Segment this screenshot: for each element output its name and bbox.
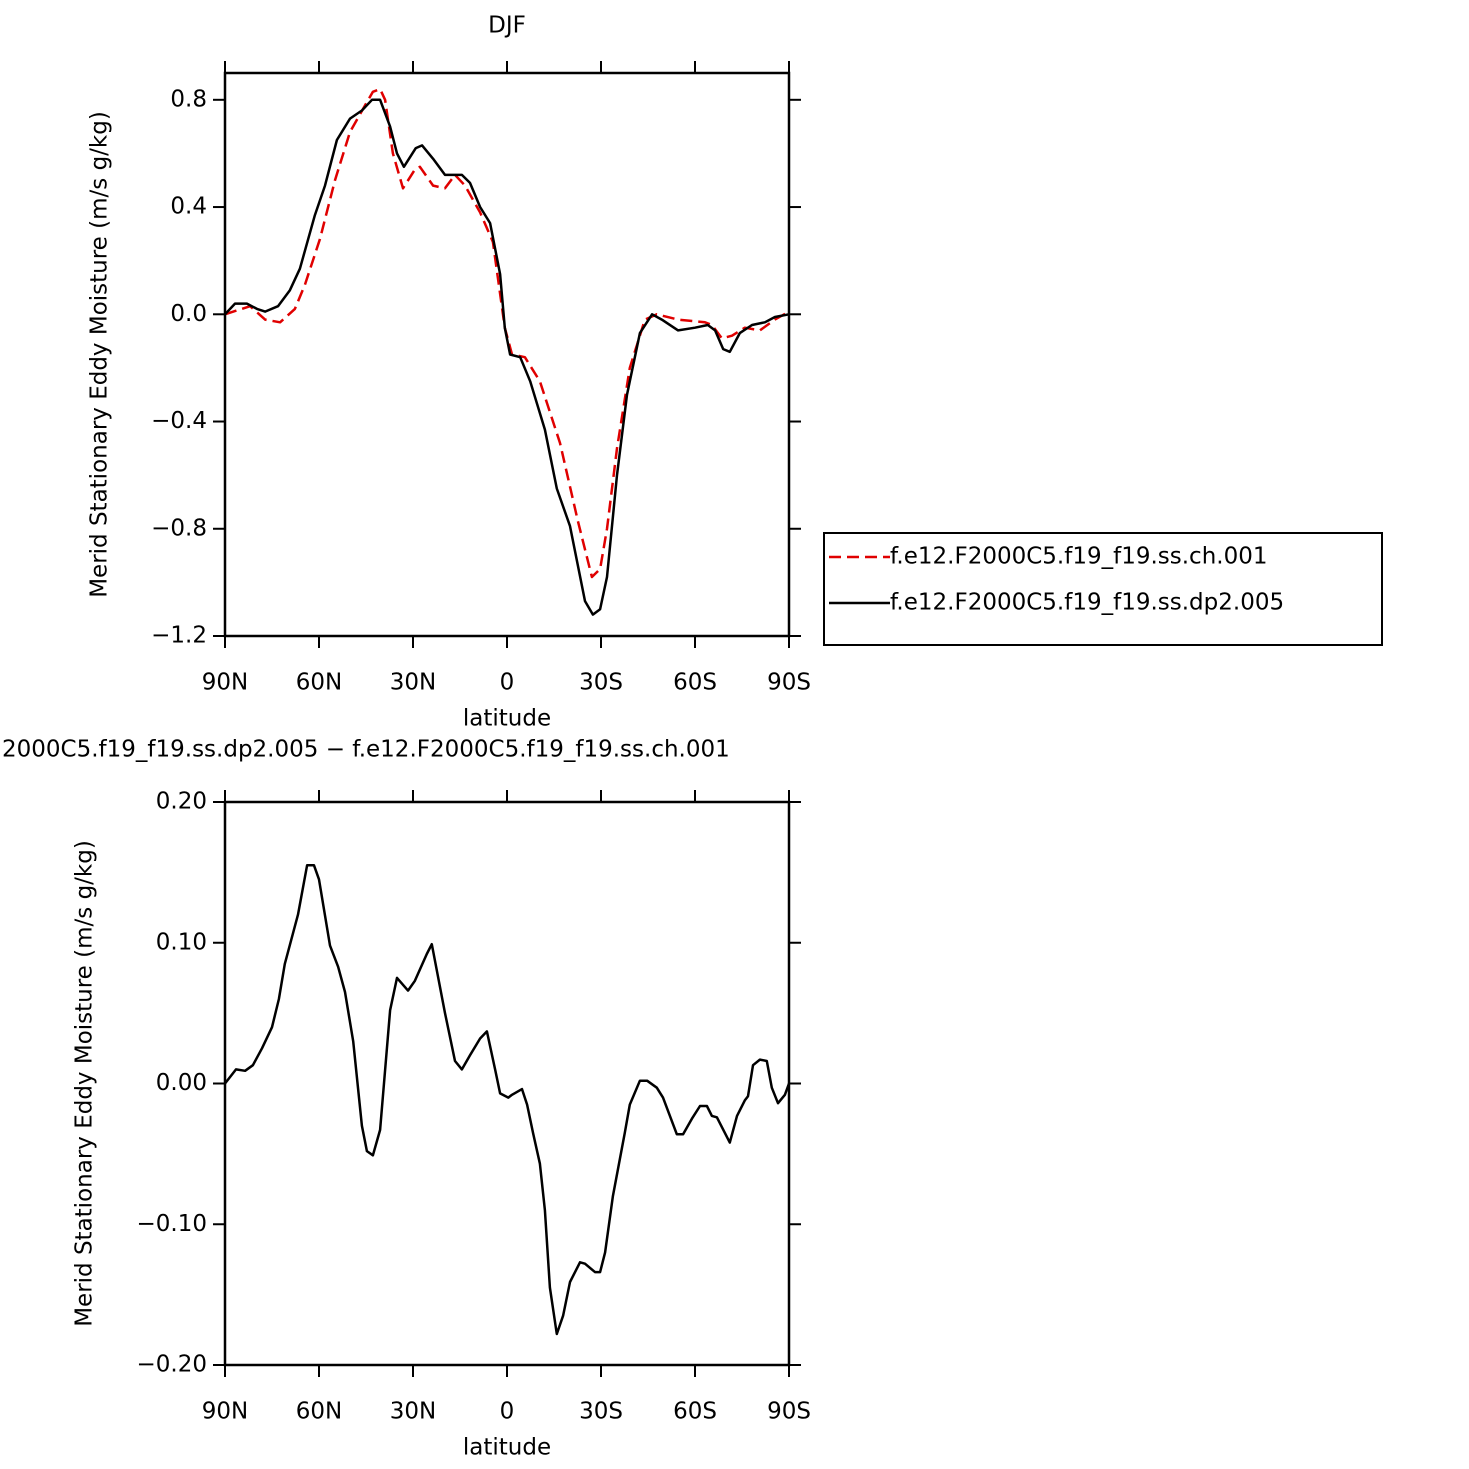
y-tick-label: 0.00 (156, 1070, 207, 1096)
y-tick-label: −1.2 (151, 623, 207, 649)
data-line (224, 98, 790, 616)
data-line (224, 864, 791, 1336)
x-tick-label: 90N (202, 1399, 248, 1425)
x-tick-label: 60N (296, 1399, 342, 1425)
x-tick-label: 90N (202, 670, 248, 696)
x-tick-label: 30S (579, 670, 623, 696)
legend-label: f.e12.F2000C5.f19_f19.ss.ch.001 (890, 544, 1267, 570)
x-tick-label: 90S (767, 1399, 811, 1425)
y-tick-label: 0.4 (170, 194, 207, 220)
y-tick-label: 0.10 (156, 929, 207, 955)
plot-frame (223, 71, 791, 638)
y-tick-label: −0.10 (137, 1211, 207, 1237)
y-tick-label: 0.0 (170, 301, 207, 327)
x-tick-label: 0 (500, 670, 515, 696)
chart-title: DJF (488, 13, 526, 39)
x-tick-label: 90S (767, 670, 811, 696)
x-tick-label: 60S (673, 670, 717, 696)
y-tick-label: −0.20 (137, 1352, 207, 1378)
y-tick-label: −0.8 (151, 515, 207, 541)
chart-title: 2000C5.f19_f19.ss.dp2.005 − f.e12.F2000C… (2, 737, 730, 763)
x-tick-label: 60S (673, 1399, 717, 1425)
x-axis-label: latitude (463, 1435, 551, 1461)
y-axis-label: Merid Stationary Eddy Moisture (m/s g/kg… (87, 111, 113, 598)
x-tick-label: 30N (390, 670, 436, 696)
x-tick-label: 60N (296, 670, 342, 696)
y-tick-label: 0.20 (156, 789, 207, 815)
x-tick-label: 0 (500, 1399, 515, 1425)
x-tick-label: 30N (390, 1399, 436, 1425)
y-axis-label: Merid Stationary Eddy Moisture (m/s g/kg… (72, 840, 98, 1327)
legend-box (823, 532, 1383, 646)
y-tick-label: 0.8 (170, 86, 207, 112)
x-tick-label: 30S (579, 1399, 623, 1425)
x-axis-label: latitude (463, 706, 551, 732)
plot-frame (223, 800, 791, 1367)
y-tick-label: −0.4 (151, 408, 207, 434)
legend-label: f.e12.F2000C5.f19_f19.ss.dp2.005 (890, 590, 1284, 616)
